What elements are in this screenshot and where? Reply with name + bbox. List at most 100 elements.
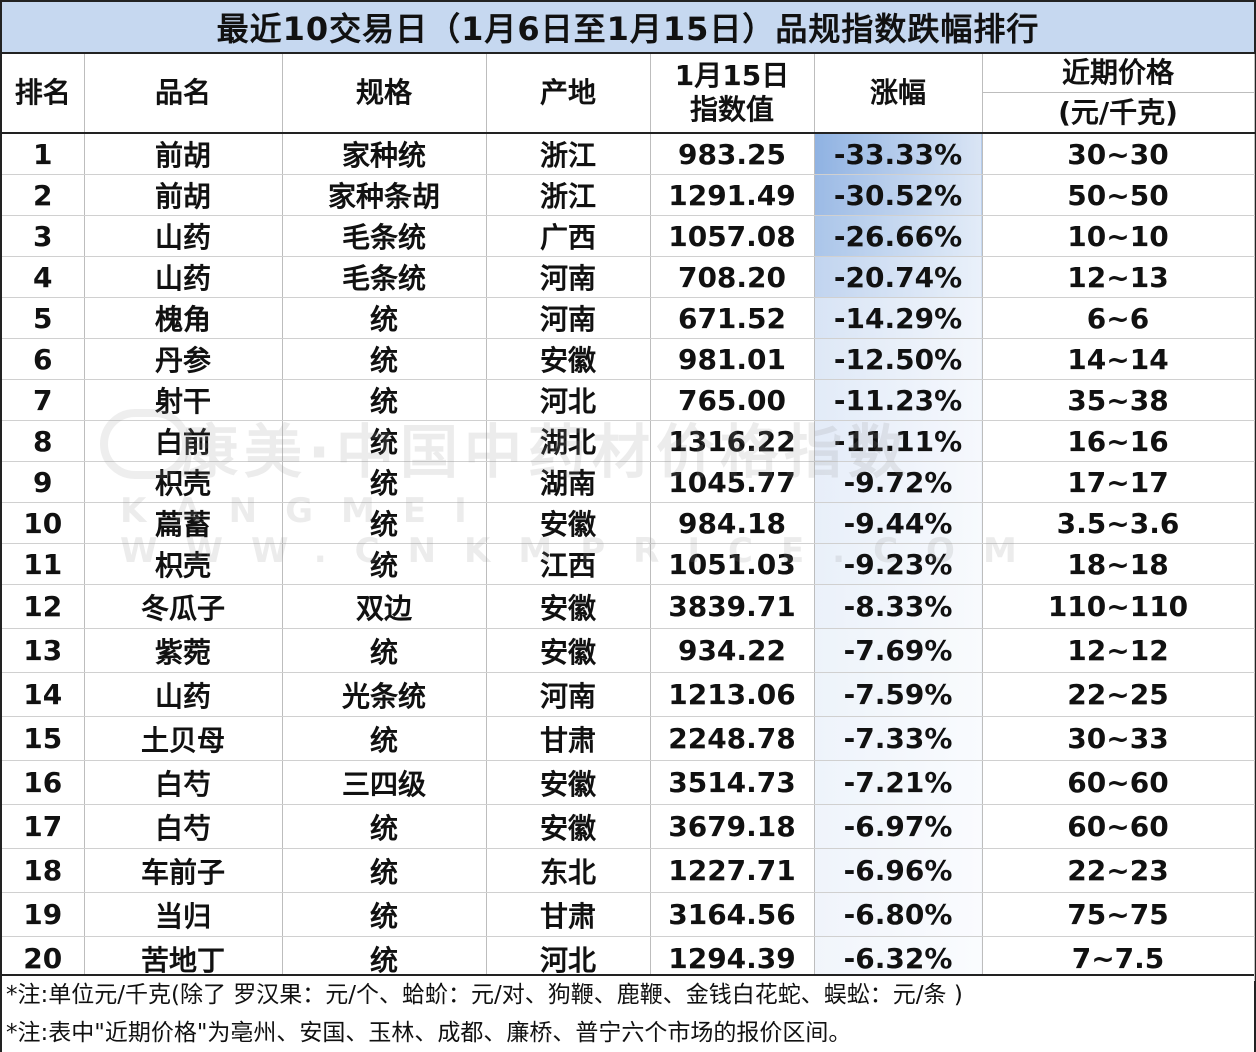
cell-origin: 广西	[486, 215, 651, 257]
cell-name: 枳壳	[84, 543, 283, 585]
table-row: 5 槐角统河南 671.52 -14.29% 6~6	[2, 297, 1255, 339]
cell-price: 30~30	[982, 133, 1255, 175]
cell-name: 山药	[84, 672, 283, 717]
footnotes: *注:单位元/千克(除了 罗汉果：元/个、蛤蚧：元/对、狗鞭、鹿鞭、金钱白花蛇、…	[2, 974, 1254, 1052]
cell-name: 当归	[84, 892, 283, 937]
cell-index: 1057.08	[650, 215, 815, 257]
cell-name: 紫菀	[84, 628, 283, 673]
table-row: 16 白芍 三四级 安徽 3514.73 -7.21% 60~60	[2, 760, 1255, 805]
cell-rank: 15	[2, 716, 85, 761]
cell-change: -7.33%	[814, 716, 983, 761]
cell-price: 35~38	[982, 379, 1255, 421]
cell-rank: 11	[2, 543, 85, 585]
cell-origin: 安徽	[486, 760, 651, 805]
cell-change: -33.33%	[814, 133, 983, 175]
cell-spec: 家种统	[282, 133, 487, 175]
cell-rank: 6	[2, 338, 85, 380]
cell-spec: 统	[282, 848, 487, 893]
cell-index: 765.00	[650, 379, 815, 421]
cell-index: 2248.78	[650, 716, 815, 761]
table-row: 3 山药 毛条统 广西 1057.08 -26.66% 10~10	[2, 215, 1255, 257]
cell-change: -14.29%	[814, 297, 983, 339]
cell-name: 萹蓄	[84, 502, 283, 544]
cell-change: -11.11%	[814, 420, 983, 462]
cell-name: 白前	[84, 420, 283, 462]
cell-rank: 3	[2, 215, 85, 257]
cell-index: 3164.56	[650, 892, 815, 937]
header-price-line1: 近期价格	[982, 54, 1253, 93]
cell-name: 冬瓜子	[84, 584, 283, 629]
cell-spec: 统	[282, 420, 487, 462]
cell-price: 110~110	[982, 584, 1255, 629]
cell-change: -7.21%	[814, 760, 983, 805]
cell-price: 17~17	[982, 461, 1255, 503]
cell-spec: 家种条胡	[282, 174, 487, 216]
cell-name: 前胡	[84, 133, 283, 175]
table-row: 14 山药 光条统 河南 1213.06 -7.59% 22~25	[2, 672, 1255, 717]
table-row: 19 当归统甘肃 3164.56 -6.80% 75~75	[2, 892, 1255, 937]
cell-price: 14~14	[982, 338, 1255, 380]
page-title: 最近10交易日（1月6日至1月15日）品规指数跌幅排行	[2, 2, 1254, 54]
cell-spec: 统	[282, 892, 487, 937]
cell-name: 苦地丁	[84, 936, 283, 981]
cell-name: 丹参	[84, 338, 283, 380]
header-origin: 产地	[486, 54, 651, 134]
cell-origin: 甘肃	[486, 716, 651, 761]
cell-name: 射干	[84, 379, 283, 421]
cell-rank: 10	[2, 502, 85, 544]
cell-price: 6~6	[982, 297, 1255, 339]
cell-rank: 12	[2, 584, 85, 629]
cell-index: 1294.39	[650, 936, 815, 981]
cell-spec: 统	[282, 804, 487, 849]
cell-origin: 河南	[486, 297, 651, 339]
cell-price: 16~16	[982, 420, 1255, 462]
cell-rank: 8	[2, 420, 85, 462]
cell-rank: 14	[2, 672, 85, 717]
cell-index: 671.52	[650, 297, 815, 339]
table-row: 4 山药 毛条统 河南 708.20 -20.74% 12~13	[2, 256, 1255, 298]
cell-rank: 18	[2, 848, 85, 893]
cell-origin: 浙江	[486, 174, 651, 216]
cell-rank: 2	[2, 174, 85, 216]
cell-change: -6.32%	[814, 936, 983, 981]
cell-price: 60~60	[982, 804, 1255, 849]
cell-index: 708.20	[650, 256, 815, 298]
cell-spec: 统	[282, 338, 487, 380]
cell-change: -20.74%	[814, 256, 983, 298]
cell-origin: 湖北	[486, 420, 651, 462]
cell-index: 984.18	[650, 502, 815, 544]
header-price: 近期价格 (元/千克)	[982, 54, 1255, 134]
cell-rank: 5	[2, 297, 85, 339]
cell-index: 934.22	[650, 628, 815, 673]
cell-rank: 20	[2, 936, 85, 981]
header-price-line2: (元/千克)	[1058, 96, 1178, 129]
footnote-price-range: *注:表中"近期价格"为亳州、安国、玉林、成都、廉桥、普宁六个市场的报价区间。	[6, 1020, 852, 1046]
cell-change: -11.23%	[814, 379, 983, 421]
cell-spec: 毛条统	[282, 256, 487, 298]
cell-spec: 三四级	[282, 760, 487, 805]
cell-name: 山药	[84, 215, 283, 257]
table-row: 8 白前统湖北 1316.22 -11.11% 16~16	[2, 420, 1255, 462]
cell-rank: 16	[2, 760, 85, 805]
cell-price: 7~7.5	[982, 936, 1255, 981]
table-row: 12 冬瓜子 双边 安徽 3839.71 -8.33% 110~110	[2, 584, 1255, 629]
cell-rank: 9	[2, 461, 85, 503]
table-row: 6 丹参统安徽 981.01 -12.50% 14~14	[2, 338, 1255, 380]
cell-origin: 安徽	[486, 338, 651, 380]
cell-change: -9.23%	[814, 543, 983, 585]
cell-origin: 东北	[486, 848, 651, 893]
cell-rank: 17	[2, 804, 85, 849]
cell-rank: 1	[2, 133, 85, 175]
header-index-line2: 指数值	[689, 93, 774, 126]
cell-index: 1045.77	[650, 461, 815, 503]
cell-change: -30.52%	[814, 174, 983, 216]
cell-name: 白芍	[84, 804, 283, 849]
cell-spec: 统	[282, 543, 487, 585]
cell-spec: 光条统	[282, 672, 487, 717]
table-row: 2 前胡 家种条胡 浙江 1291.49 -30.52% 50~50	[2, 174, 1255, 216]
cell-origin: 江西	[486, 543, 651, 585]
table-row: 17 白芍统安徽 3679.18 -6.97% 60~60	[2, 804, 1255, 849]
cell-change: -26.66%	[814, 215, 983, 257]
cell-origin: 安徽	[486, 584, 651, 629]
